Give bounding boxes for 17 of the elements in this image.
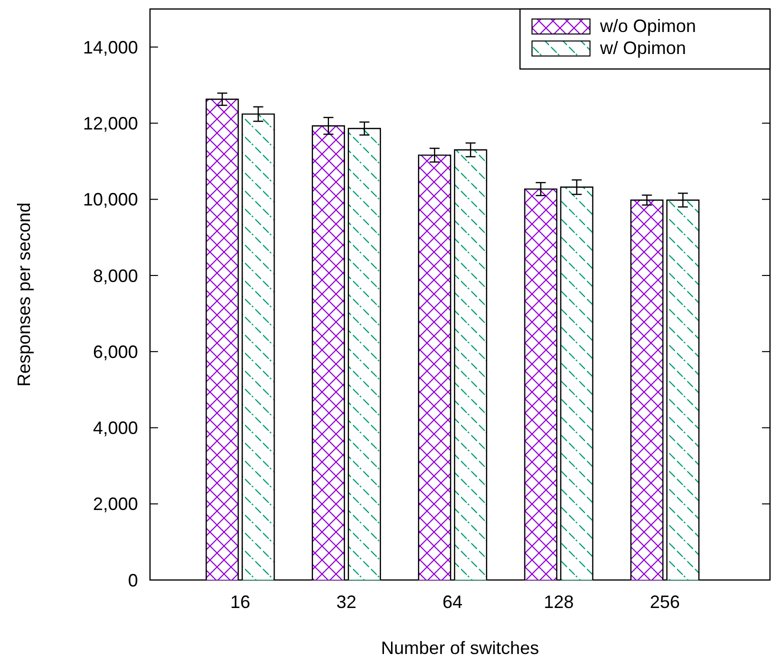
y-axis-title: Responses per second [14, 202, 34, 387]
x-tick-label: 256 [650, 592, 680, 612]
legend-label: w/ Opimon [599, 38, 686, 58]
y-tick-label: 2,000 [92, 494, 138, 514]
y-tick-label: 4,000 [92, 418, 138, 438]
x-tick-label: 64 [442, 592, 463, 612]
y-tick-label: 14,000 [82, 37, 138, 58]
x-tick-label: 32 [336, 592, 356, 612]
y-tick-label: 12,000 [82, 114, 138, 134]
y-tick-label: 0 [128, 570, 138, 590]
y-tick-label: 6,000 [92, 342, 138, 362]
x-axis-title: Number of switches [380, 638, 540, 658]
x-tick-label: 128 [544, 592, 574, 612]
y-tick-label: 8,000 [92, 266, 138, 286]
y-tick-label: 10,000 [82, 190, 138, 210]
x-tick-label: 16 [230, 592, 250, 612]
legend-label: w/o Opimon [599, 16, 696, 36]
